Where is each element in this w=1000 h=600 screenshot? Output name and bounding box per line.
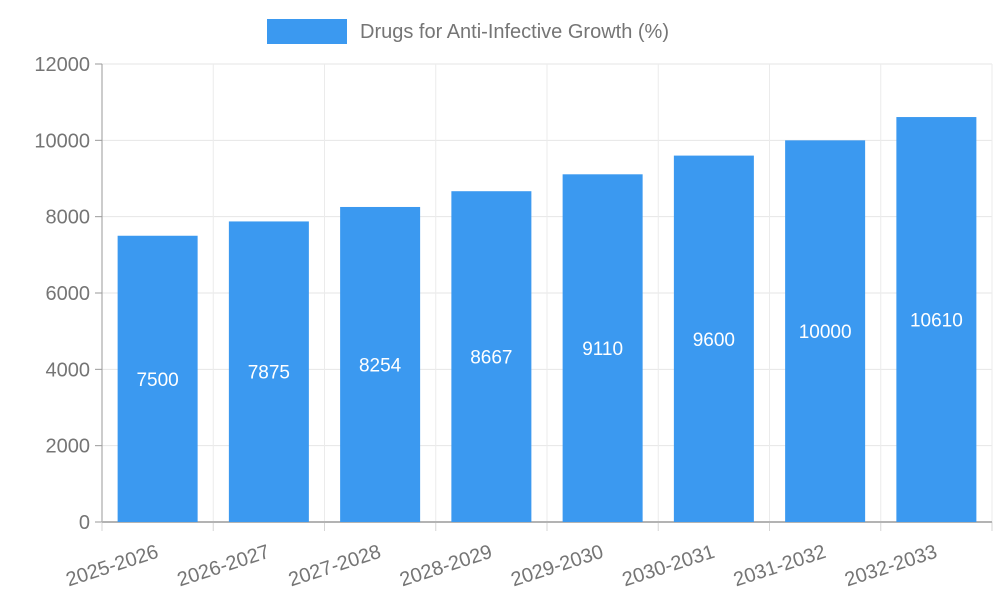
bar-value-label: 10000 <box>799 322 852 343</box>
y-tick-label: 2000 <box>46 436 91 458</box>
x-tick-label: 2027-2028 <box>286 541 384 591</box>
y-tick-label: 12000 <box>34 54 90 76</box>
bar-value-label: 7875 <box>248 363 290 384</box>
y-tick-label: 10000 <box>34 130 90 152</box>
x-tick-label: 2026-2027 <box>175 541 273 591</box>
bar-value-label: 7500 <box>136 370 178 391</box>
bar[interactable] <box>785 140 866 523</box>
x-tick-label: 2028-2029 <box>397 541 495 591</box>
y-tick-label: 6000 <box>46 283 91 305</box>
bar[interactable] <box>673 155 754 522</box>
x-tick-label: 2030-2031 <box>620 541 718 591</box>
legend-label: Drugs for Anti-Infective Growth (%) <box>360 21 669 43</box>
legend-swatch <box>267 19 347 44</box>
x-tick-label: 2025-2026 <box>63 541 161 591</box>
bar-value-label: 9600 <box>693 330 735 351</box>
bar[interactable] <box>451 191 532 522</box>
bar-value-label: 8254 <box>359 355 402 376</box>
bar[interactable] <box>562 174 643 522</box>
bar-value-label: 10610 <box>910 311 963 332</box>
legend: Drugs for Anti-Infective Growth (%) <box>267 19 669 44</box>
bar-value-label: 9110 <box>582 339 623 360</box>
bar[interactable] <box>896 117 977 522</box>
x-tick-label: 2032-2033 <box>842 541 940 591</box>
bar[interactable] <box>340 206 421 522</box>
x-tick-label: 2029-2030 <box>508 541 606 591</box>
bar-value-label: 8667 <box>470 348 512 369</box>
y-tick-label: 4000 <box>46 359 91 381</box>
y-tick-label: 0 <box>79 512 90 534</box>
bar[interactable] <box>228 221 309 522</box>
bar[interactable] <box>117 235 198 522</box>
bars-group <box>117 117 977 523</box>
y-tick-label: 8000 <box>46 207 91 229</box>
x-tick-label: 2031-2032 <box>731 541 829 591</box>
